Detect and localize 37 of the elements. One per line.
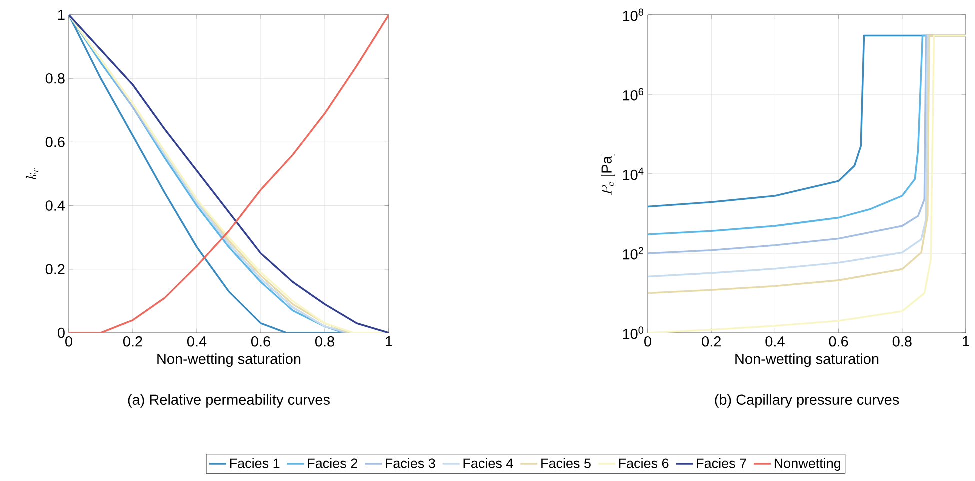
y-tick-label: 0 <box>58 328 65 338</box>
y-tick-label: 0.2 <box>46 264 65 275</box>
x-tick-label: 1 <box>386 336 392 346</box>
x-tick-label: 1 <box>963 336 970 346</box>
x-tick-label: 0.2 <box>123 336 142 347</box>
y-axis-title: $k_r$ <box>26 168 39 180</box>
legend-label: Facies 1 <box>230 458 280 468</box>
x-tick-label: 0.2 <box>702 336 721 347</box>
legend-label: Facies 3 <box>386 458 436 468</box>
legend-label: Facies 5 <box>542 458 591 468</box>
x-tick-label: 0.6 <box>251 336 270 347</box>
legend-label: Facies 4 <box>464 458 514 468</box>
x-tick-label: 0.4 <box>766 336 785 347</box>
x-tick-label: 0 <box>66 336 72 347</box>
legend-label: Facies 2 <box>308 458 358 468</box>
legend-label: Facies 6 <box>619 458 669 468</box>
x-tick-label: 0.4 <box>187 336 207 347</box>
text: (b) Capillary pressure curves <box>715 394 900 408</box>
y-tick-label: 10$^{0}$ <box>623 326 644 340</box>
legend-label: Facies 7 <box>697 458 746 468</box>
text: (a) Relative permeability curves <box>128 394 330 408</box>
x-tick-label: 0 <box>644 336 652 347</box>
y-tick-label: 0.4 <box>46 200 66 211</box>
y-tick-label: 10$^{6}$ <box>623 88 644 101</box>
y-tick-label: 1 <box>58 10 65 20</box>
y-tick-label: 0.8 <box>46 73 65 84</box>
y-tick-label: 10$^{4}$ <box>623 168 644 180</box>
y-tick-label: 10$^{8}$ <box>623 8 644 22</box>
x-axis-title: Non-wetting saturation <box>158 354 301 368</box>
x-tick-label: 0.6 <box>829 336 848 347</box>
y-tick-label: 0.6 <box>46 137 65 148</box>
legend-label: Nonwetting <box>774 458 841 471</box>
y-tick-label: 10$^{2}$ <box>623 247 644 260</box>
x-axis-title: Non-wetting saturation <box>736 354 879 368</box>
y-axis-title: $P_c\ [\mathrm{Pa}]$ <box>601 154 616 196</box>
x-tick-label: 0.8 <box>892 336 912 347</box>
x-tick-label: 0.8 <box>315 336 334 347</box>
